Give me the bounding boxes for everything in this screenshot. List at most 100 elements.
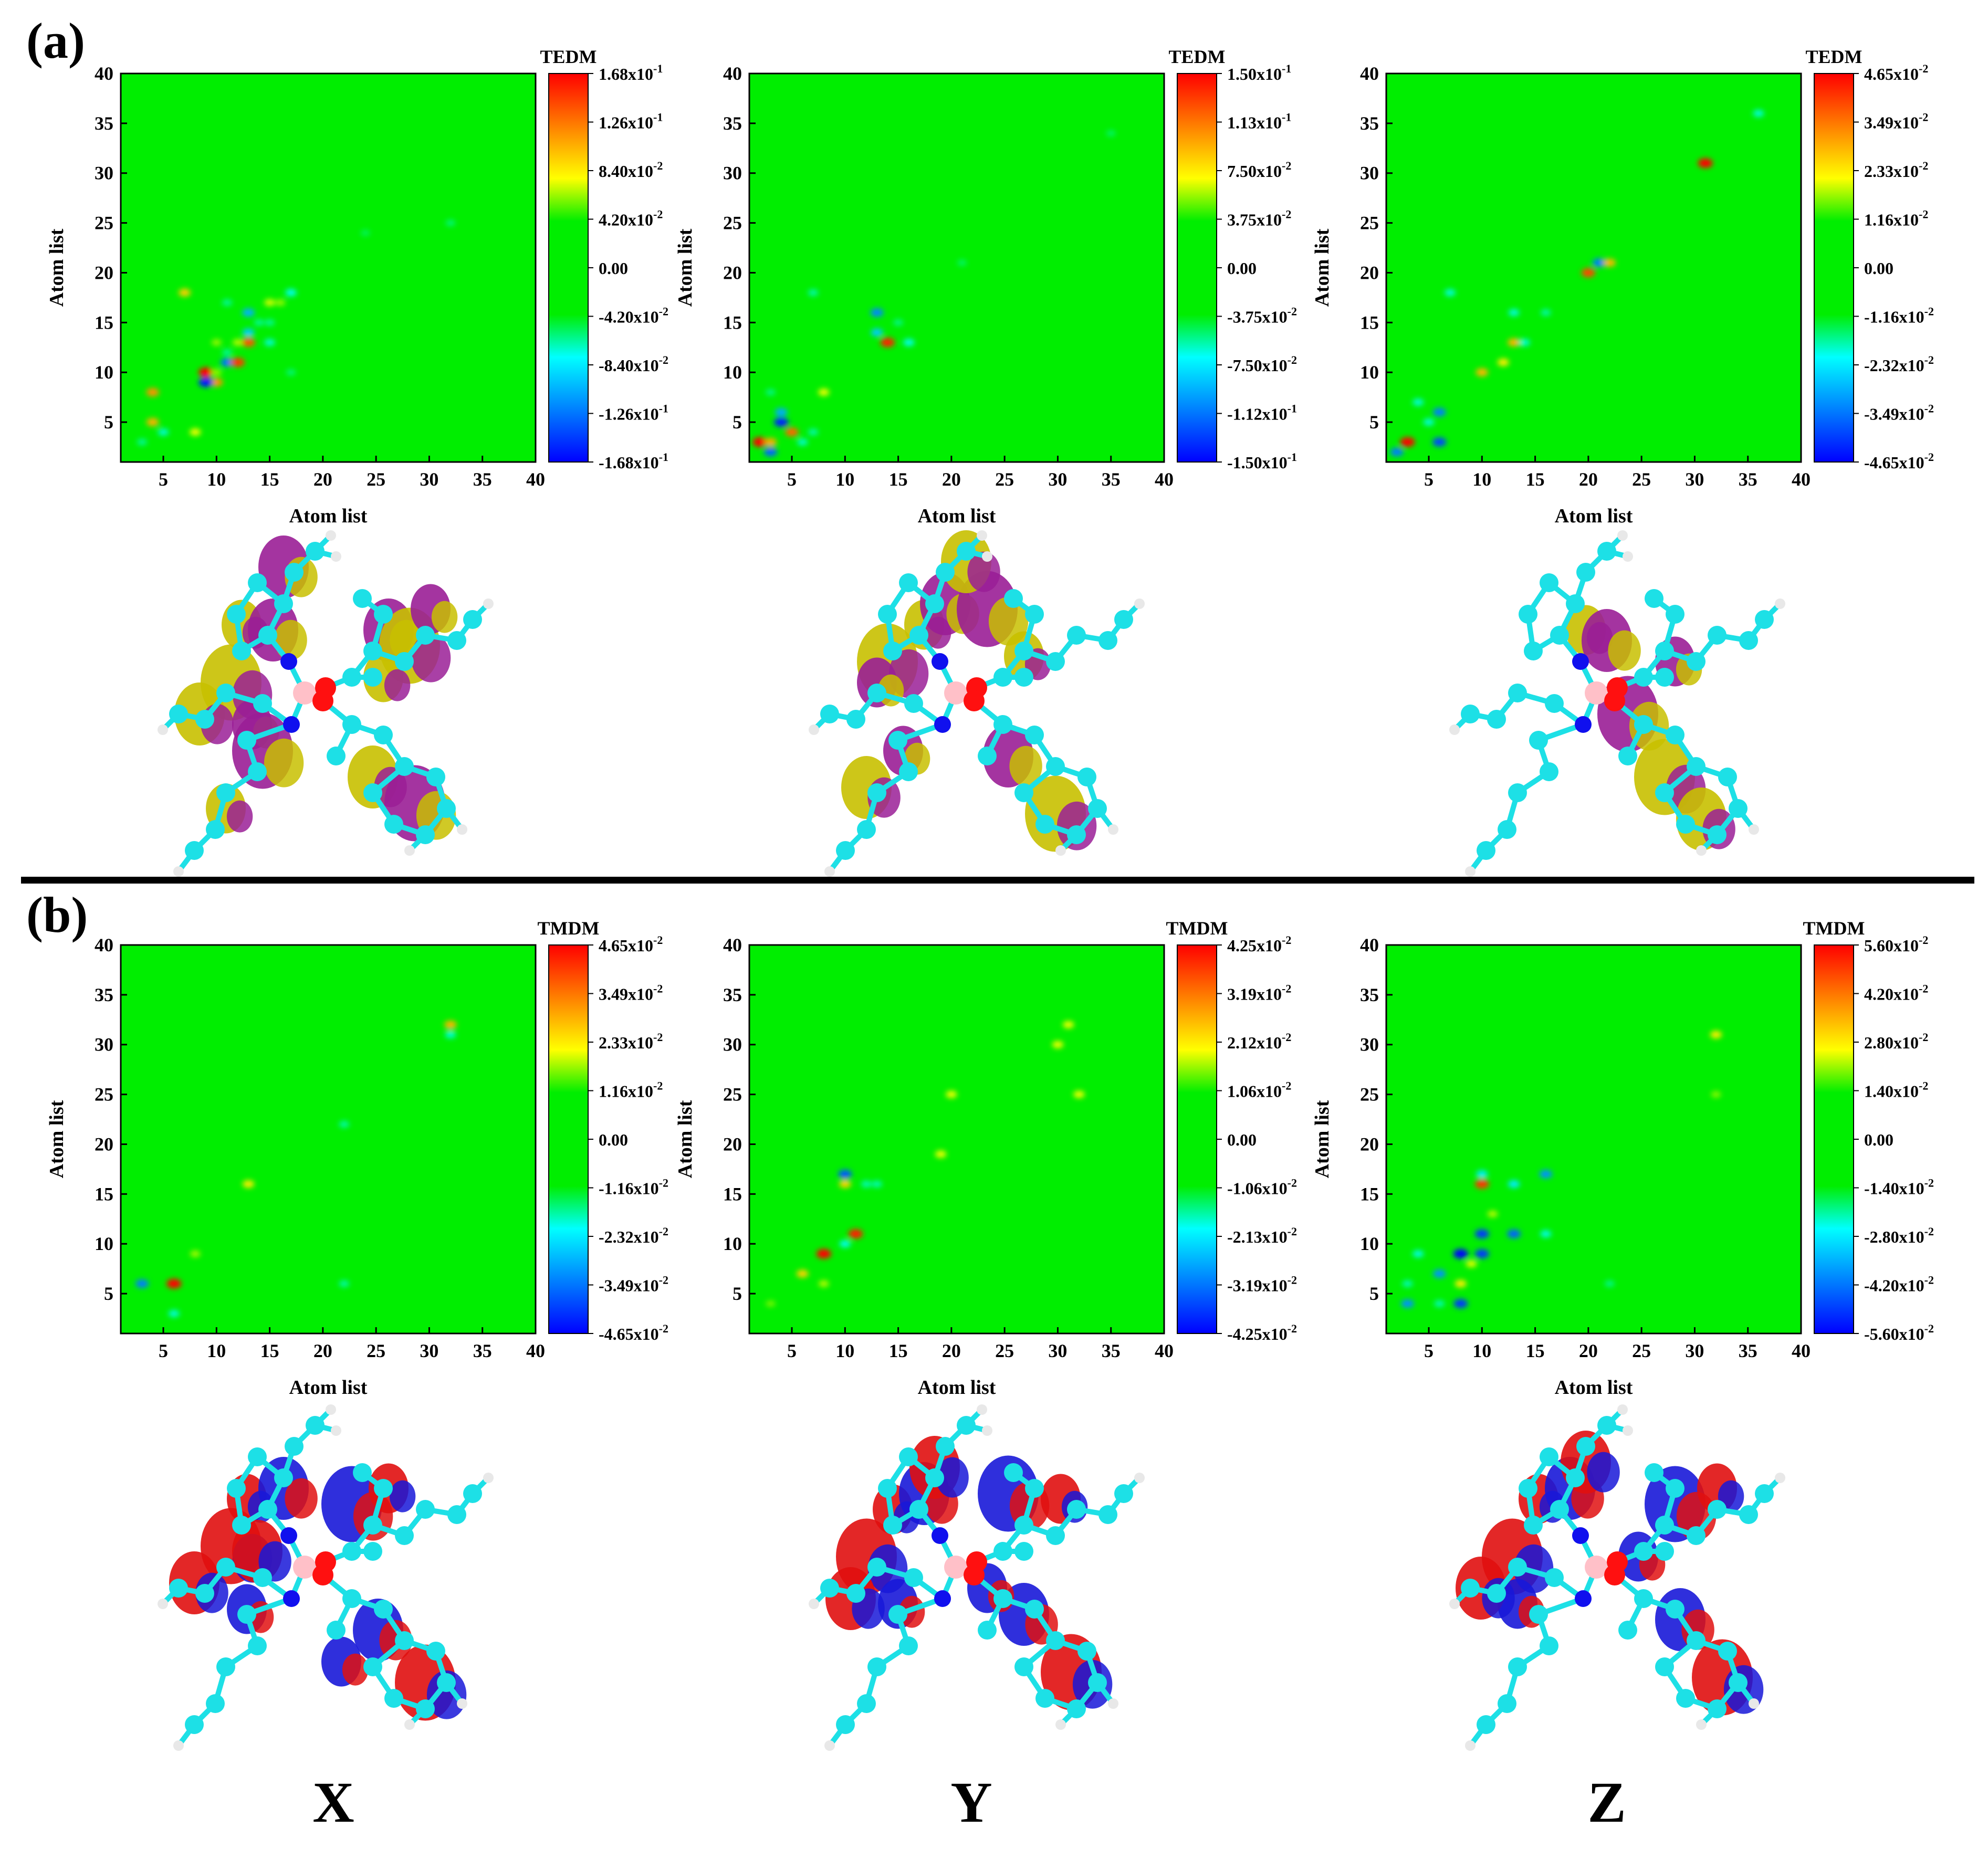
atom [1025, 726, 1044, 744]
atom [237, 731, 256, 750]
isosurface-lobe [389, 1480, 416, 1513]
heatmap-background [121, 73, 536, 462]
atom [957, 1416, 976, 1435]
x-tick-label: 10 [207, 469, 226, 490]
heatmap-cell [839, 1180, 851, 1188]
isosurface-lobe [426, 1670, 467, 1719]
heatmap-cell [796, 1269, 809, 1278]
atom [1634, 668, 1653, 687]
atom [1035, 1689, 1054, 1708]
y-tick-label: 30 [1360, 1034, 1379, 1055]
heatmap-cell [220, 358, 234, 367]
molecule-tedm-z [1449, 530, 1785, 877]
y-tick-label: 25 [723, 213, 742, 234]
atom [258, 626, 277, 645]
atom [936, 1437, 955, 1456]
heatmap-cell [232, 339, 243, 346]
y-tick-label: 5 [1369, 1283, 1379, 1304]
y-tick-label: 20 [1360, 1133, 1379, 1154]
y-tick-label: 15 [95, 312, 113, 333]
colorbar-title: TMDM [538, 918, 600, 939]
isosurface-lobe [342, 1653, 369, 1686]
x-tick-label: 5 [787, 1340, 797, 1361]
heatmap-cell [135, 1279, 149, 1288]
y-tick-label: 35 [723, 984, 742, 1005]
colorbar-tick-label: 4.20x10-2 [1864, 982, 1928, 1004]
heatmap-cells [135, 1021, 457, 1317]
atom [1676, 1689, 1695, 1708]
heatmap-cell [1412, 1250, 1424, 1258]
colorbar-title: TEDM [1806, 46, 1863, 67]
colorbar-tick-label: 0.00 [1864, 259, 1893, 278]
atom [206, 1694, 225, 1713]
y-tick-label: 15 [1360, 1183, 1379, 1204]
atom [395, 1631, 414, 1650]
atom [1617, 530, 1628, 541]
colorbar-tick-label: 7.50x10-2 [1227, 159, 1291, 181]
atom [404, 845, 415, 856]
atom [1067, 1699, 1086, 1718]
x-tick-label: 15 [1526, 1340, 1545, 1361]
heatmap-cell [1592, 258, 1606, 267]
heatmap-cell [1476, 1170, 1488, 1178]
atom [1114, 1484, 1133, 1503]
x-tick-label: 30 [420, 1340, 438, 1361]
heatmap-cell [166, 1278, 182, 1289]
atom [867, 783, 886, 802]
atom [1623, 1425, 1633, 1436]
x-axis-label: Atom list [1555, 1377, 1633, 1399]
heatmap-cell [1423, 418, 1435, 426]
heatmap-cell [861, 1180, 872, 1188]
atom [483, 1473, 494, 1483]
heatmap-cell [871, 328, 883, 337]
atom [342, 715, 361, 734]
x-tick-label: 40 [526, 1340, 545, 1361]
molecule-tmdm-x [158, 1404, 494, 1751]
atom [173, 866, 184, 877]
heatmap-cell [797, 438, 808, 446]
atom [978, 1621, 997, 1640]
x-tick-label: 10 [1472, 469, 1491, 490]
atom [1529, 731, 1548, 750]
colorbar-tick-label: -1.12x10-1 [1227, 402, 1297, 424]
atom [1014, 783, 1033, 802]
colorbar-tick-label: 0.00 [1227, 1130, 1257, 1149]
atom [363, 1516, 382, 1535]
heatmap-cell [1711, 1091, 1721, 1098]
y-tick-label: 20 [95, 262, 113, 283]
atom [846, 1584, 865, 1603]
atom [1025, 605, 1044, 624]
atom [1618, 747, 1637, 765]
heatmap-cell [1507, 1229, 1521, 1238]
heatmap-cell [752, 437, 768, 447]
molecule-renders [158, 530, 1785, 1751]
colorbar-tick-label: -2.32x10-2 [1864, 353, 1934, 375]
x-axis-label: Atom list [918, 505, 996, 527]
y-tick-label: 25 [95, 1084, 113, 1105]
atom [944, 1556, 967, 1579]
atom [977, 1404, 987, 1415]
x-tick-label: 20 [1579, 1340, 1598, 1361]
colorbar-tick-label: 1.06x10-2 [1227, 1079, 1291, 1101]
atom [1461, 1579, 1480, 1598]
atom [206, 820, 225, 839]
atom [1623, 551, 1633, 562]
atom [888, 731, 907, 750]
atom [437, 799, 456, 818]
y-tick-label: 35 [95, 113, 113, 134]
atom [936, 563, 955, 582]
y-tick-label: 30 [95, 163, 113, 184]
heatmap-cell [168, 1310, 180, 1317]
direction-labels: X Y Z [312, 1770, 1626, 1834]
atom [326, 530, 336, 541]
atom [274, 1468, 293, 1487]
atom [1708, 1699, 1727, 1718]
x-tick-label: 10 [835, 1340, 854, 1361]
colorbar-tick-label: -5.60x10-2 [1864, 1322, 1934, 1343]
atom [1755, 610, 1774, 629]
y-tick-label: 15 [723, 1183, 742, 1204]
colorbar [548, 944, 589, 1334]
y-tick-label: 35 [1360, 984, 1379, 1005]
y-tick-label: 40 [723, 63, 742, 84]
atom [173, 1740, 184, 1751]
